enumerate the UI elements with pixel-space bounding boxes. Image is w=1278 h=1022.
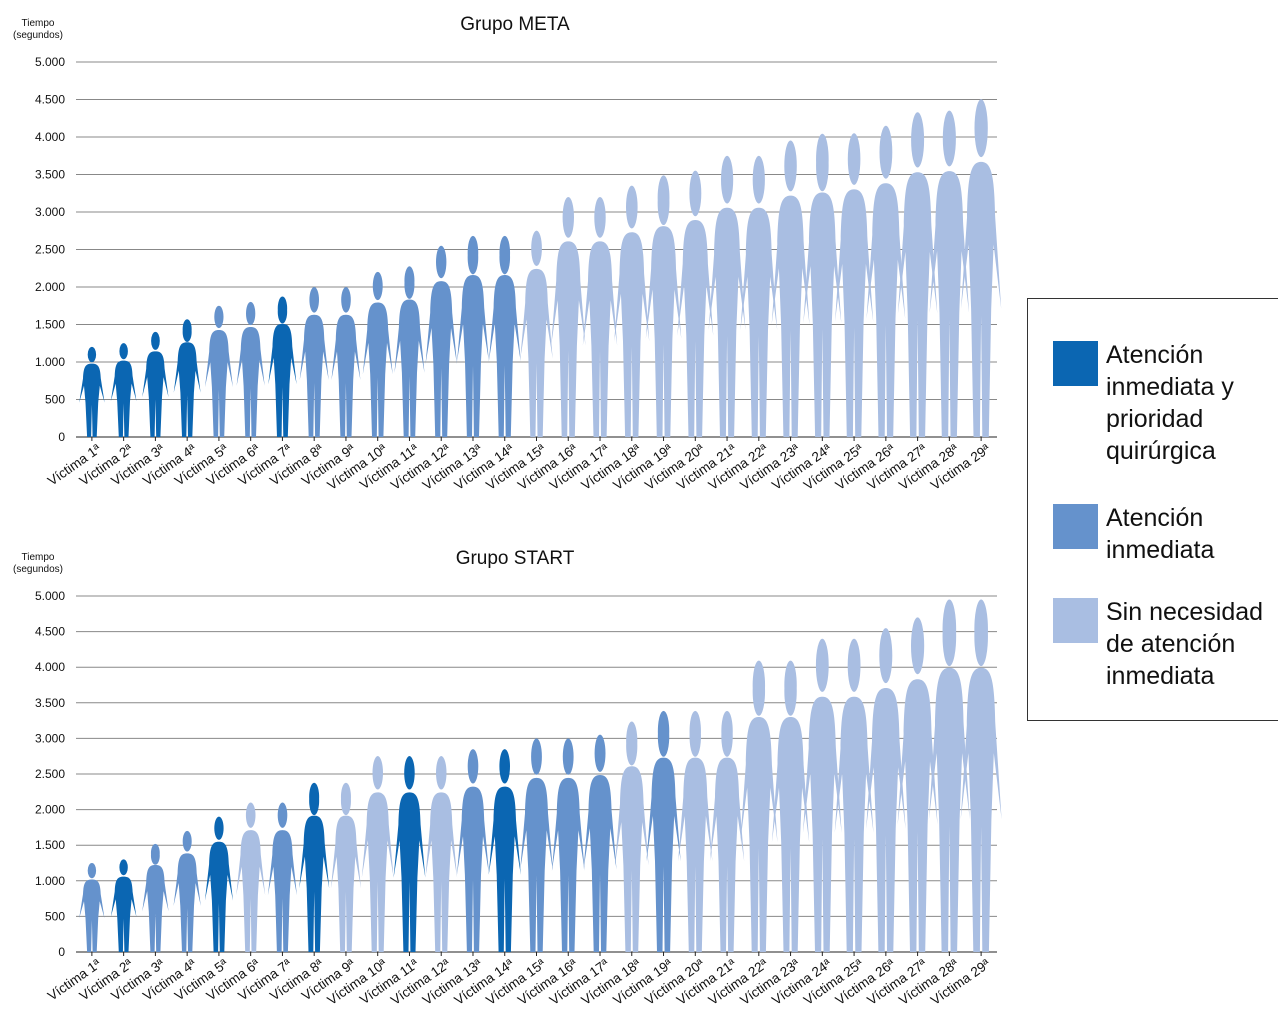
figure [802,638,842,952]
chart-title: Grupo META [460,14,570,35]
y-axis-label: (segundos) [13,564,63,575]
figure [645,175,682,437]
legend-label: Atención inmediata y prioridad quirúrgic… [1106,341,1234,465]
figure [740,155,778,437]
figure [708,155,746,437]
figure [79,863,105,952]
figure [614,721,649,952]
figure [740,660,778,952]
figure [709,710,745,952]
y-tick-label: 3.000 [35,731,65,745]
figure [457,235,489,437]
figure [173,319,201,437]
y-tick-label: 4.000 [35,130,65,144]
y-tick-label: 3.000 [35,205,65,219]
y-axis-label: Tiempo [22,552,55,563]
y-tick-label: 2.500 [35,767,65,781]
charts: Grupo METATiempo(segundos)05001.0001.500… [13,14,1002,1008]
figure [520,230,553,437]
figure [268,296,297,437]
y-tick-label: 2.000 [35,803,65,817]
figure [929,110,970,437]
figure [299,782,330,952]
figure [520,738,553,952]
y-tick-label: 5.000 [35,589,65,603]
figure [678,710,713,952]
y-tick-label: 3.500 [35,696,65,710]
figure [771,660,810,952]
figure [425,756,458,952]
figure [330,782,361,952]
figure [173,830,201,952]
figure [205,305,233,437]
legend-swatch [1053,341,1098,386]
y-tick-label: 4.500 [35,93,65,107]
y-tick-label: 0 [58,945,65,959]
legend-label: Sin necesidad de atención inmediata [1106,598,1264,690]
y-tick-label: 2.500 [35,243,65,257]
y-tick-label: 1.000 [35,874,65,888]
figure [142,331,169,437]
y-tick-label: 4.000 [35,660,65,674]
figure [866,628,906,952]
figure [866,125,906,437]
figure [897,112,938,437]
y-tick-label: 500 [45,909,65,923]
figure [928,599,970,952]
figure [79,346,105,437]
figure [961,99,1002,437]
legend: Atención inmediata y prioridad quirúrgic… [1027,298,1278,721]
figure [771,140,810,437]
figure [331,286,361,437]
figure [835,133,874,438]
legend-swatch [1053,598,1098,643]
y-tick-label: 4.500 [35,625,65,639]
figure [582,196,618,437]
y-tick-label: 1.000 [35,355,65,369]
y-tick-label: 2.000 [35,280,65,294]
y-tick-label: 1.500 [35,838,65,852]
y-tick-label: 3.500 [35,168,65,182]
figure [646,710,681,952]
figure [362,271,393,437]
y-tick-label: 0 [58,430,65,444]
figure [614,185,650,437]
figure [361,756,394,952]
figure [393,756,426,952]
y-tick-label: 5.000 [35,55,65,69]
legend-swatch [1053,504,1098,549]
figure [488,235,521,437]
y-tick-label: 1.500 [35,318,65,332]
figure [204,816,233,952]
figure [425,245,457,437]
figure [236,301,265,437]
figure [834,638,874,952]
figure [394,266,425,437]
figure [677,170,714,438]
figure [110,343,137,437]
figure [267,802,297,952]
figure [551,738,585,952]
y-axis-label: Tiempo [22,18,55,29]
y-tick-label: 500 [45,393,65,407]
legend-label: Atención inmediata [1106,504,1215,564]
figure [583,734,617,952]
figure [897,617,938,952]
figure [456,749,490,952]
figure [299,286,329,437]
chart-title: Grupo START [456,548,575,569]
figure [488,749,521,952]
figure [803,133,842,438]
figure [236,802,266,952]
figure [551,196,586,437]
figure [960,599,1002,952]
y-axis-label: (segundos) [13,30,63,41]
figure [110,859,137,952]
figure [142,843,169,952]
